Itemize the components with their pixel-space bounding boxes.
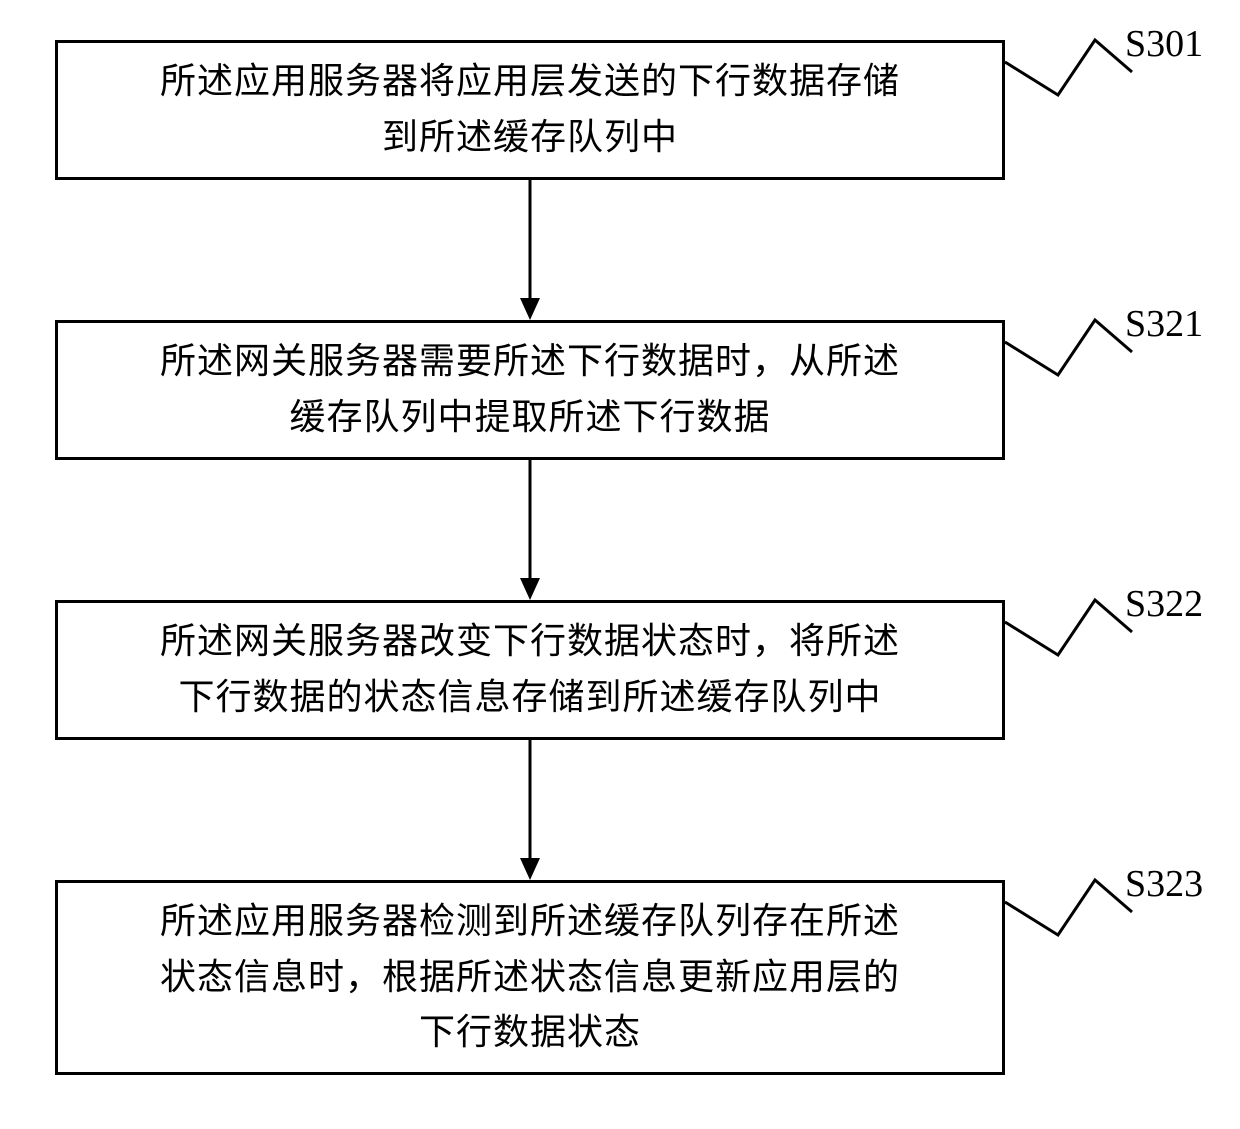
flow-node-s322-text: 所述网关服务器改变下行数据状态时，将所述 下行数据的状态信息存储到所述缓存队列中	[160, 614, 900, 726]
flow-node-s321-text: 所述网关服务器需要所述下行数据时，从所述 缓存队列中提取所述下行数据	[160, 334, 900, 446]
flowchart-canvas: 所述应用服务器将应用层发送的下行数据存储 到所述缓存队列中 S301 所述网关服…	[0, 0, 1240, 1129]
flow-node-s323-text: 所述应用服务器检测到所述缓存队列存在所述 状态信息时，根据所述状态信息更新应用层…	[160, 894, 900, 1061]
flow-node-s321: 所述网关服务器需要所述下行数据时，从所述 缓存队列中提取所述下行数据	[55, 320, 1005, 460]
step-label-s321: S321	[1125, 302, 1203, 346]
step-label-s322: S322	[1125, 582, 1203, 626]
flow-node-s301-text: 所述应用服务器将应用层发送的下行数据存储 到所述缓存队列中	[160, 54, 900, 166]
step-label-s323: S323	[1125, 862, 1203, 906]
flow-node-s322: 所述网关服务器改变下行数据状态时，将所述 下行数据的状态信息存储到所述缓存队列中	[55, 600, 1005, 740]
step-label-s301: S301	[1125, 22, 1203, 66]
flow-node-s301: 所述应用服务器将应用层发送的下行数据存储 到所述缓存队列中	[55, 40, 1005, 180]
flow-node-s323: 所述应用服务器检测到所述缓存队列存在所述 状态信息时，根据所述状态信息更新应用层…	[55, 880, 1005, 1075]
